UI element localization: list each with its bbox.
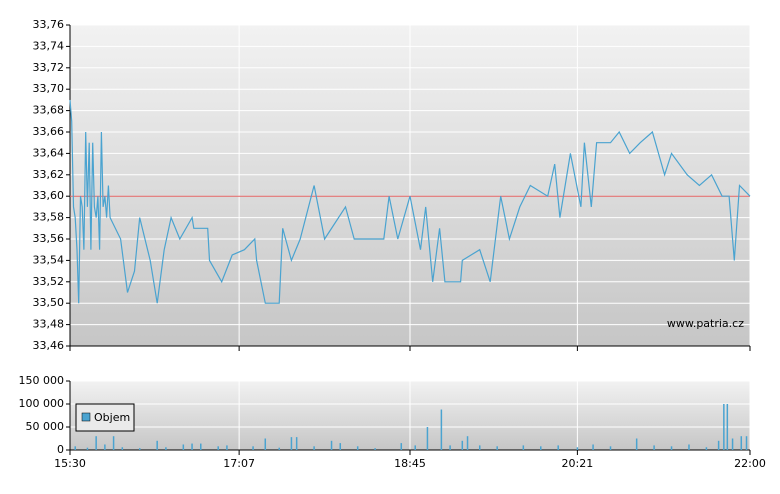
volume-bar [653, 445, 655, 450]
y-tick-label: 0 [57, 443, 64, 456]
y-tick-label: 100 000 [19, 397, 65, 410]
volume-bar [278, 447, 280, 450]
volume-bar [705, 447, 708, 450]
volume-bar [104, 444, 106, 450]
y-tick-label: 33,50 [33, 296, 65, 309]
volume-bar [745, 436, 748, 450]
volume-bar [723, 404, 725, 450]
x-tick-label: 22:00 [734, 457, 766, 470]
y-tick-label: 33,68 [33, 104, 65, 117]
volume-bar [670, 446, 673, 450]
volume-bar [496, 446, 498, 450]
volume-bar [295, 437, 298, 450]
volume-bar [522, 445, 525, 450]
volume-bar [356, 446, 359, 450]
volume-bar [165, 447, 167, 450]
volume-bar [217, 446, 219, 450]
legend-label: Objem [94, 411, 130, 424]
volume-bar [112, 436, 115, 450]
legend-swatch [81, 412, 91, 422]
volume-bar [688, 444, 690, 450]
volume-bar [95, 436, 97, 450]
x-tick-label: 20:21 [562, 457, 594, 470]
price-line [69, 99, 751, 304]
y-tick-label: 33,56 [33, 232, 65, 245]
volume-bar [426, 427, 429, 450]
y-tick-label: 33,70 [33, 82, 65, 95]
volume-bar [717, 440, 720, 450]
volume-bar [264, 438, 267, 450]
volume-bar [557, 445, 559, 450]
volume-bar [121, 447, 124, 450]
volume-bar [635, 438, 638, 450]
y-tick-label: 33,76 [33, 18, 65, 31]
volume-bar [400, 443, 403, 450]
y-tick-label: 33,72 [33, 61, 65, 74]
y-tick-label: 50 000 [26, 420, 65, 433]
volume-bar [414, 445, 416, 450]
volume-bar [466, 436, 469, 450]
volume-bar [449, 445, 451, 450]
volume-bar [540, 446, 542, 450]
y-tick-label: 33,60 [33, 189, 65, 202]
y-tick-label: 33,62 [33, 168, 65, 181]
volume-bar [440, 409, 443, 450]
volume-bar [592, 444, 594, 450]
x-tick-label: 17:07 [223, 457, 255, 470]
volume-bar [740, 436, 743, 450]
volume-bar [731, 438, 734, 450]
volume-bar [478, 445, 481, 450]
volume-bar [290, 437, 293, 450]
volume-bar [226, 445, 228, 450]
y-tick-label: 33,74 [33, 39, 65, 52]
y-tick-label: 33,46 [33, 339, 65, 352]
volume-bar [86, 447, 89, 450]
volume-bar [609, 446, 612, 450]
volume-bar [74, 446, 76, 450]
volume-bar [330, 440, 333, 450]
volume-bar [191, 443, 193, 450]
volume-bar [461, 440, 464, 450]
volume-bar [339, 443, 342, 450]
x-tick-label: 18:45 [394, 457, 426, 470]
y-tick-label: 33,66 [33, 125, 65, 138]
y-tick-label: 33,58 [33, 211, 65, 224]
y-tick-label: 33,64 [33, 146, 65, 159]
volume-bar [182, 444, 185, 450]
x-tick-label: 15:30 [54, 457, 86, 470]
volume-bar [374, 448, 376, 450]
y-tick-label: 33,54 [33, 253, 65, 266]
y-tick-label: 33,52 [33, 275, 65, 288]
volume-bar [156, 440, 158, 450]
volume-bar [726, 404, 729, 450]
volume-bar [200, 443, 202, 450]
watermark: www.patria.cz [667, 317, 744, 330]
volume-bar [313, 446, 315, 450]
volume-bar [576, 447, 579, 450]
y-tick-label: 33,48 [33, 318, 65, 331]
y-tick-label: 150 000 [19, 374, 65, 387]
volume-bar [252, 446, 254, 450]
volume-bar [138, 448, 141, 450]
